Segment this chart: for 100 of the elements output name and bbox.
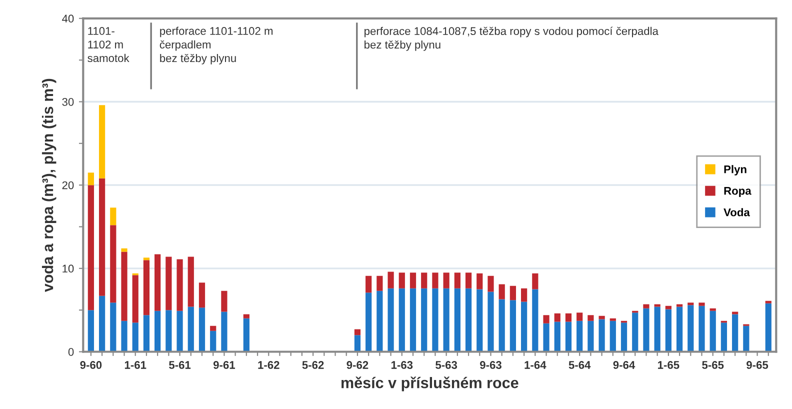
bar: [198, 308, 206, 352]
bar: [665, 309, 672, 352]
bar: [376, 276, 383, 291]
bar: [488, 292, 494, 352]
bar: [388, 288, 394, 352]
bar: [110, 208, 116, 226]
bar: [676, 304, 683, 307]
bar: [121, 320, 128, 352]
bar: [154, 310, 161, 352]
bar: [121, 248, 128, 252]
x-tick-label: 9-60: [80, 361, 102, 369]
bar: [765, 303, 772, 352]
y-tick-label: 30: [62, 98, 74, 106]
bar: [765, 300, 772, 304]
annotation: 1101- 1102 m samotok: [88, 27, 130, 62]
bar: [166, 256, 172, 310]
x-tick-label: 9-63: [480, 361, 502, 369]
bar: [421, 288, 428, 352]
bar: [366, 292, 372, 352]
x-tick-label: 1-64: [524, 361, 546, 369]
x-tick-label: 1-62: [258, 361, 280, 369]
bar: [398, 288, 405, 352]
bar: [588, 320, 594, 352]
bar: [743, 326, 750, 352]
bar: [710, 308, 716, 311]
bar: [98, 178, 106, 296]
bar: [421, 272, 428, 288]
y-tick-label: 10: [62, 264, 74, 273]
bar: [521, 302, 528, 352]
legend-label: Ropa: [724, 187, 752, 197]
bar: [210, 330, 216, 352]
x-tick-label: 9-61: [213, 361, 236, 369]
bar: [588, 315, 594, 321]
x-tick-label: 5-64: [568, 361, 591, 369]
bar: [510, 300, 516, 352]
bar: [510, 286, 516, 300]
bar: [98, 296, 106, 352]
x-tick-label: 1-61: [124, 361, 146, 369]
bar: [543, 315, 550, 324]
x-tick-label: 9-64: [613, 361, 636, 369]
bar: [565, 313, 572, 322]
bar: [543, 323, 550, 352]
bar: [121, 252, 128, 321]
legend-label: Voda: [724, 208, 750, 216]
bar: [210, 326, 216, 331]
annotation: perforace 1101-1102 m čerpadlem bez těžby plynu: [160, 26, 273, 64]
bar: [576, 320, 583, 352]
bar: [154, 254, 161, 311]
bar: [410, 272, 416, 288]
bar: [354, 329, 361, 336]
bar: [632, 312, 638, 352]
y-tick-label: 40: [62, 14, 74, 23]
bar: [498, 284, 505, 300]
bar: [698, 302, 705, 306]
bar: [443, 272, 450, 288]
bar: [198, 282, 206, 308]
bar: [143, 260, 150, 316]
bar: [354, 335, 361, 352]
bar: [532, 273, 538, 290]
bar: [476, 273, 483, 290]
bar: [720, 322, 728, 352]
x-axis-title: měsíc v příslušném roce: [342, 376, 518, 392]
bar: [221, 312, 228, 352]
bar: [698, 306, 705, 352]
bar: [488, 276, 494, 292]
x-tick-label: 9-62: [346, 361, 368, 369]
x-tick-label: 5-62: [302, 361, 324, 369]
bar: [110, 225, 116, 303]
bar: [610, 320, 616, 352]
bar: [188, 256, 194, 307]
bar: [454, 272, 460, 288]
bar: [465, 272, 472, 288]
bar: [554, 313, 560, 322]
bar: [398, 272, 405, 288]
bar: [88, 310, 94, 352]
bar: [654, 304, 660, 307]
bar: [498, 299, 505, 352]
bar: [388, 272, 394, 288]
bar: [443, 288, 450, 352]
bar: [221, 290, 228, 312]
bar: [243, 314, 250, 318]
bar: [376, 290, 383, 352]
bar: [620, 322, 628, 352]
bar: [143, 258, 150, 260]
bar: [732, 314, 738, 352]
bar: [166, 310, 172, 352]
x-tick-label: 5-63: [436, 361, 458, 369]
bar: [688, 302, 694, 306]
bar: [643, 304, 650, 308]
bar: [521, 288, 528, 302]
bar: [576, 312, 583, 321]
bar: [598, 319, 605, 352]
y-tick-label: 20: [62, 181, 74, 190]
x-tick-label: 5-65: [702, 361, 724, 369]
bar: [188, 306, 194, 352]
bar: [110, 302, 116, 352]
bar: [654, 306, 660, 352]
y-axis-title: voda a ropa (m³), plyn (tis m³): [42, 78, 56, 292]
bar: [432, 288, 438, 352]
bar: [676, 306, 683, 352]
